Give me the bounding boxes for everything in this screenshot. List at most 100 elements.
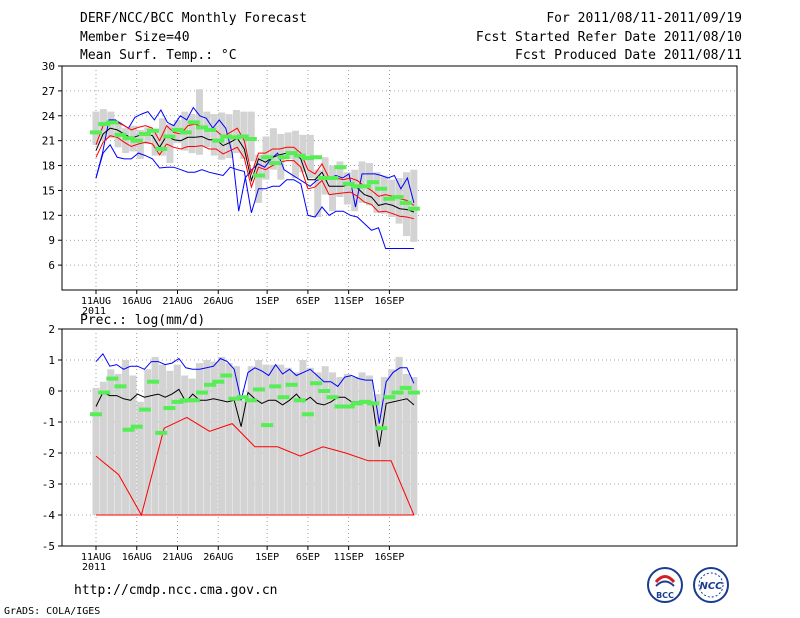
temp-range-bar xyxy=(314,169,322,217)
prec-range-bar xyxy=(99,381,107,515)
prec-member-marker xyxy=(277,395,290,400)
temp-y-tick-label: 9 xyxy=(48,234,55,247)
temp-member-marker xyxy=(204,127,217,132)
prec-x-tick-label: 16AUG xyxy=(122,552,152,563)
temp-member-marker xyxy=(220,134,233,139)
temp-member-marker xyxy=(318,176,331,180)
prec-member-marker xyxy=(244,398,257,403)
prec-range-bar xyxy=(129,375,137,515)
prec-range-bar xyxy=(232,366,240,515)
temp-y-tick-label: 21 xyxy=(42,135,55,148)
temp-range-bar xyxy=(395,178,403,224)
temp-y-tick-label: 15 xyxy=(42,184,55,197)
prec-member-marker xyxy=(147,379,160,384)
temp-x-tick-label: 6SEP xyxy=(296,296,320,307)
temp-member-marker xyxy=(367,180,380,185)
temp-range-bar xyxy=(351,169,359,212)
prec-range-bar xyxy=(107,369,115,515)
temp-range-bar xyxy=(321,157,329,195)
temp-member-marker xyxy=(187,120,200,125)
temp-member-marker xyxy=(253,173,265,178)
temp-y-tick-label: 24 xyxy=(42,110,56,123)
temp-range-bar xyxy=(343,172,351,205)
prec-range-bar xyxy=(225,363,233,515)
precip-panel-title: Prec.: log(mm/d) xyxy=(80,313,205,328)
temp-member-marker xyxy=(195,125,208,130)
prec-member-marker xyxy=(138,407,151,412)
temp-y-tick-label: 30 xyxy=(42,60,55,73)
prec-member-marker xyxy=(195,390,208,395)
prec-member-marker xyxy=(155,430,168,435)
prec-range-bar xyxy=(173,364,181,515)
temp-member-marker xyxy=(342,181,355,186)
temp-member-marker xyxy=(310,155,323,160)
temp-member-marker xyxy=(179,130,192,135)
temp-range-bar xyxy=(151,129,159,156)
temp-member-marker xyxy=(285,151,298,156)
prec-range-bar xyxy=(159,364,167,515)
temp-member-marker xyxy=(114,132,127,137)
temp-range-bar xyxy=(255,154,263,203)
prec-range-bar xyxy=(247,366,255,515)
temp-range-bar xyxy=(373,172,381,213)
prec-range-bar xyxy=(365,375,373,515)
prec-member-marker xyxy=(326,395,339,400)
prec-y-tick-label: -3 xyxy=(42,478,55,491)
ncc-logo-text: NCC xyxy=(699,581,723,592)
prec-y-tick-label: 0 xyxy=(48,385,55,398)
prec-member-marker xyxy=(391,390,404,395)
prec-range-bar xyxy=(402,373,410,515)
prec-y-tick-label: -5 xyxy=(42,540,55,553)
prec-range-bar xyxy=(314,372,322,515)
member-size-label: Member Size=40 xyxy=(80,30,190,45)
prec-member-marker xyxy=(310,381,323,386)
prec-member-marker xyxy=(122,427,135,432)
prec-member-marker xyxy=(285,382,298,387)
temp-member-marker xyxy=(399,200,412,205)
prec-range-bar xyxy=(358,372,366,515)
temp-member-marker xyxy=(269,161,282,166)
prec-range-bar xyxy=(336,377,344,515)
prec-y-tick-label: 1 xyxy=(48,354,55,367)
temp-member-marker xyxy=(138,132,151,137)
source-url[interactable]: http://cmdp.ncc.cma.gov.cn xyxy=(74,583,278,598)
prec-member-marker xyxy=(106,376,119,381)
temp-range-bar xyxy=(122,128,130,154)
prec-range-bar xyxy=(92,387,100,515)
prec-member-marker xyxy=(383,395,396,400)
temp-x-tick-label: 16AUG xyxy=(122,296,152,307)
prec-range-bar xyxy=(255,360,263,515)
temp-member-marker xyxy=(350,184,363,189)
prec-range-bar xyxy=(306,367,314,515)
prec-member-marker xyxy=(318,389,331,393)
temp-member-marker xyxy=(130,138,143,143)
prec-range-bar xyxy=(122,360,130,515)
temp-x-tick-label: 11SEP xyxy=(334,296,364,307)
prec-series-low xyxy=(95,416,415,517)
grads-credit: GrADS: COLA/IGES xyxy=(4,606,101,617)
prec-range-bar xyxy=(151,356,159,515)
temperature-panel: 6 9 12 15 18 21 24 27 30 11AUG 16AUG 21AUG 26AUG 1SEP… xyxy=(42,60,738,317)
temp-member-marker xyxy=(163,134,176,139)
prec-range-bar xyxy=(299,360,307,515)
temp-member-marker xyxy=(228,135,241,140)
prec-year-label: 2011 xyxy=(82,562,106,573)
temp-year-label: 2011 xyxy=(82,306,106,317)
prec-range-bar xyxy=(166,370,174,515)
temp-member-marker xyxy=(98,122,111,127)
temp-range-bar xyxy=(284,132,292,159)
temp-y-tick-label: 6 xyxy=(48,259,55,272)
prec-member-marker xyxy=(367,401,380,406)
temp-x-tick-label: 26AUG xyxy=(203,296,233,307)
temp-member-marker xyxy=(277,155,290,160)
temp-member-marker xyxy=(147,128,160,133)
precipitation-panel: -5 -4 -3 -2 -1 0 1 2 11AUG 16AUG 21AUG 26AUG 1SEP 6SE… xyxy=(42,323,738,573)
temp-range-bar xyxy=(299,134,307,173)
temp-member-marker xyxy=(171,127,184,132)
prec-x-tick-label: 1SEP xyxy=(255,552,279,563)
prec-x-tick-label: 11AUG xyxy=(81,552,111,563)
temp-range-bar xyxy=(358,161,366,203)
prec-member-marker xyxy=(220,373,233,378)
temp-member-marker xyxy=(391,195,404,200)
